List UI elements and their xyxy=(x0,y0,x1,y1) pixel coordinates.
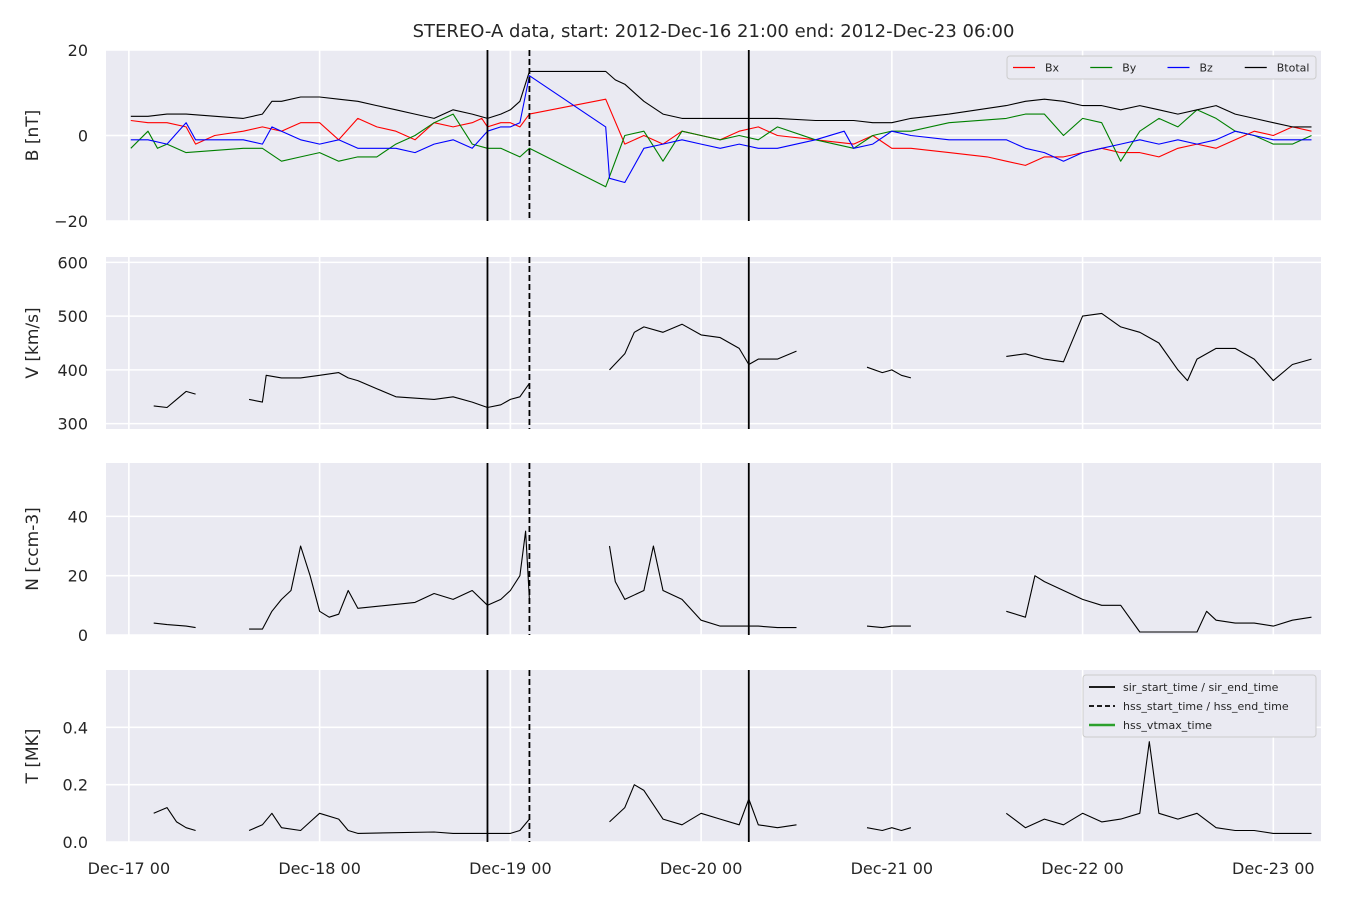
series-group xyxy=(153,530,1312,633)
series-line-v xyxy=(609,323,797,371)
series-line-v xyxy=(248,372,530,409)
legend-label: hss_vtmax_time xyxy=(1123,719,1212,732)
legend-box xyxy=(1082,674,1317,738)
series-line-btotal xyxy=(130,70,1312,128)
series-line-t xyxy=(1005,741,1312,834)
series-line-bz xyxy=(130,75,1312,184)
legend-label: sir_start_time / sir_end_time xyxy=(1123,681,1279,694)
series-group xyxy=(153,741,1312,834)
y-tick-label: −20 xyxy=(54,212,88,231)
panel-B: −20 0 20 B [nT] Bx By Bz Btotal xyxy=(23,41,1321,231)
series-line-n xyxy=(153,622,196,629)
y-tick-label: 20 xyxy=(68,567,88,586)
series-line-by xyxy=(130,109,1312,188)
series-line-t xyxy=(866,827,912,832)
series-line-t xyxy=(248,812,530,834)
y-tick-label: 20 xyxy=(68,41,88,60)
panel-N: 0 20 40 N [ccm-3] xyxy=(23,463,1321,645)
y-tick-label: 0.4 xyxy=(63,718,88,737)
series-line-v xyxy=(866,366,912,379)
y-tick-label: 0.0 xyxy=(63,833,88,852)
series-group xyxy=(153,312,1312,409)
panel-background xyxy=(106,257,1321,429)
y-tick-label: 400 xyxy=(57,361,88,380)
x-tick-label: Dec-17 00 xyxy=(88,859,171,878)
series-line-v xyxy=(1006,312,1312,382)
y-tick-label: 0 xyxy=(78,127,88,146)
series-line-t xyxy=(153,807,196,832)
x-tick-label: Dec-21 00 xyxy=(851,859,934,878)
panel-background xyxy=(106,463,1321,635)
x-tick-label: Dec-19 00 xyxy=(469,859,552,878)
y-axis-label: T [MK] xyxy=(23,729,43,785)
y-tick-label: 40 xyxy=(68,507,88,526)
x-tick-label: Dec-18 00 xyxy=(278,859,361,878)
series-group xyxy=(130,70,1312,188)
legend-label: hss_start_time / hss_end_time xyxy=(1123,700,1289,713)
panel-V: 300 400 500 600 V [km/s] xyxy=(23,253,1321,434)
chart-title: STEREO-A data, start: 2012-Dec-16 21:00 … xyxy=(413,21,1015,42)
x-tick-label: Dec-20 00 xyxy=(660,859,743,878)
x-tick-label: Dec-22 00 xyxy=(1041,859,1124,878)
series-line-n xyxy=(608,545,797,629)
legend-b: Bx By Bz Btotal xyxy=(1006,55,1317,80)
y-axis-label: B [nT] xyxy=(23,110,43,162)
legend-label-by: By xyxy=(1122,62,1137,75)
series-line-v xyxy=(153,390,196,409)
y-axis-label: N [ccm-3] xyxy=(23,507,43,591)
y-tick-label: 300 xyxy=(57,415,88,434)
y-tick-label: 500 xyxy=(57,307,88,326)
legend-box xyxy=(1006,55,1317,80)
legend-events: sir_start_time / sir_end_time hss_start_t… xyxy=(1082,674,1317,738)
series-line-n xyxy=(866,625,911,629)
y-tick-label: 0 xyxy=(78,626,88,645)
legend-label-btotal: Btotal xyxy=(1277,62,1310,75)
series-line-t xyxy=(609,784,797,829)
legend-label-bx: Bx xyxy=(1045,62,1060,75)
x-axis: Dec-17 00 Dec-18 00 Dec-19 00 Dec-20 00 Dec-… xyxy=(88,859,1315,878)
series-line-n xyxy=(249,530,530,630)
y-tick-label: 0.2 xyxy=(63,776,88,795)
legend-label-bz: Bz xyxy=(1200,62,1214,75)
panel-T: 0.0 0.2 0.4 T [MK] sir_start_time / sir_end_… xyxy=(23,670,1321,852)
x-tick-label: Dec-23 00 xyxy=(1232,859,1315,878)
series-line-n xyxy=(1006,575,1312,633)
y-tick-label: 600 xyxy=(57,253,88,272)
y-axis-label: V [km/s] xyxy=(23,307,43,378)
